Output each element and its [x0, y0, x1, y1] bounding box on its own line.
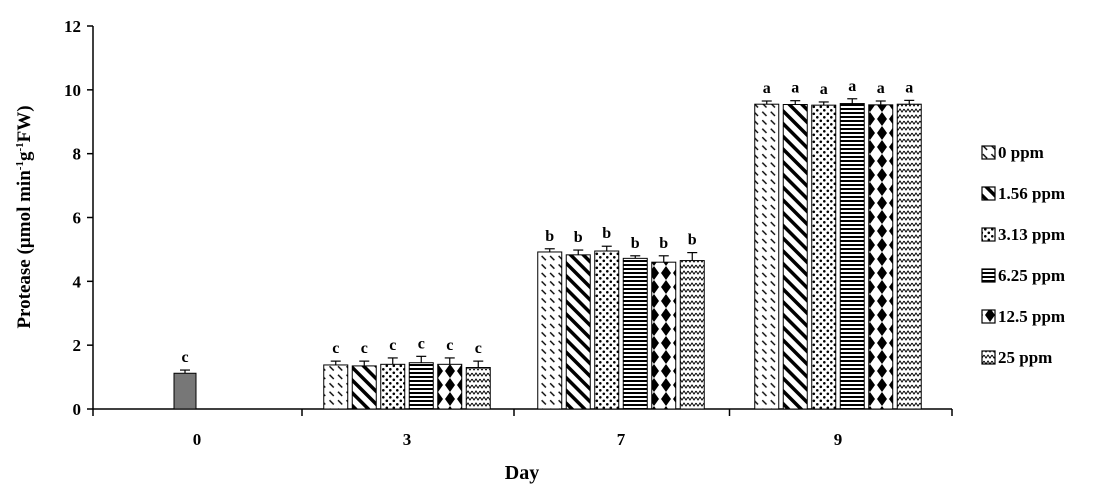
significance-letter-3-3: a: [848, 78, 856, 95]
bar-0-1: [323, 364, 349, 410]
significance-letter-1-2: b: [574, 229, 583, 246]
legend: 0 ppm 1.56 ppm 3.13 ppm 6.25 ppm 12.5 ppm 25 …: [981, 143, 1065, 367]
y-axis-title-exp1: -1: [14, 161, 26, 170]
legend-label-2: 3.13 ppm: [998, 225, 1065, 244]
significance-letter-5-3: a: [905, 79, 913, 96]
significance-letter-2-2: b: [602, 225, 611, 242]
bar-4-3: [868, 104, 894, 410]
significance-letter-1-3: a: [791, 80, 799, 97]
bar-2-2: [594, 250, 620, 410]
bars: [173, 98, 922, 410]
bar-3-1: [408, 362, 434, 410]
legend-swatch-4: [981, 309, 996, 324]
y-tick-label-5: 10: [64, 81, 81, 100]
x-tick-label-0: 0: [193, 430, 202, 449]
significance-letter-4-3: a: [877, 80, 885, 97]
bar-3-2: [622, 257, 648, 410]
significance-letter-4-2: b: [659, 235, 668, 252]
significance-letter-control: c: [181, 349, 188, 366]
significance-letter-2-3: a: [820, 81, 828, 98]
significance-letter-5-2: b: [688, 232, 697, 249]
significance-letter-0-1: c: [332, 340, 339, 357]
y-tick-label-1: 2: [73, 336, 82, 355]
y-tick-label-4: 8: [73, 145, 82, 164]
legend-label-5: 25 ppm: [998, 348, 1052, 367]
significance-letter-0-3: a: [763, 80, 771, 97]
significance-letter-2-1: c: [389, 337, 396, 354]
bar-5-2: [679, 260, 705, 410]
bar-1-2: [565, 254, 591, 410]
legend-swatch-0: [981, 145, 996, 160]
bar-2-1: [380, 363, 406, 410]
legend-swatch-1: [981, 186, 996, 201]
y-axis-title-exp2: -1: [14, 142, 26, 151]
bar-1-3: [782, 104, 808, 410]
bar-0-2: [537, 251, 563, 410]
bar-5-1: [465, 367, 491, 410]
axes: [87, 25, 953, 416]
bar-2-3: [811, 104, 837, 410]
significance-letter-4-1: c: [446, 337, 453, 354]
x-tick-label-1: 3: [403, 430, 412, 449]
y-axis-title-text: Protease (µmol min: [14, 170, 35, 329]
legend-label-1: 1.56 ppm: [998, 184, 1065, 203]
significance-letter-5-1: c: [475, 340, 482, 357]
y-tick-label-2: 4: [73, 272, 82, 291]
significance-letter-1-1: c: [361, 340, 368, 357]
y-tick-label-3: 6: [73, 209, 82, 228]
significance-letter-3-1: c: [418, 335, 425, 352]
legend-label-0: 0 ppm: [998, 143, 1044, 162]
bar-0-3: [754, 103, 780, 410]
legend-label-4: 12.5 ppm: [998, 307, 1065, 326]
bar-4-2: [651, 261, 677, 410]
legend-label-3: 6.25 ppm: [998, 266, 1065, 285]
legend-swatch-3: [981, 268, 996, 283]
bar-5-3: [896, 103, 922, 410]
legend-swatch-5: [981, 350, 996, 365]
legend-swatch-2: [981, 227, 996, 242]
x-tick-label-2: 7: [617, 430, 626, 449]
y-tick-label-6: 12: [64, 17, 81, 36]
x-tick-label-3: 9: [834, 430, 843, 449]
y-axis-title-tail: FW): [14, 105, 35, 142]
significance-letter-3-2: b: [631, 235, 640, 252]
y-tick-label-0: 0: [73, 400, 82, 419]
labels: 0 2 4 6 8 10 12 0 3 7 9 c c b a c b a c b a c b a c b a c b a: [64, 17, 913, 449]
bar-3-3: [839, 103, 865, 410]
bar-1-1: [351, 365, 377, 410]
y-axis-title-unit: g: [14, 151, 35, 161]
bar-4-1: [437, 363, 463, 410]
bar-control: [173, 372, 197, 410]
x-axis-title: Day: [505, 462, 539, 484]
y-axis-title: Protease (µmol min-1g-1FW): [14, 105, 35, 328]
significance-letter-0-2: b: [545, 228, 554, 245]
